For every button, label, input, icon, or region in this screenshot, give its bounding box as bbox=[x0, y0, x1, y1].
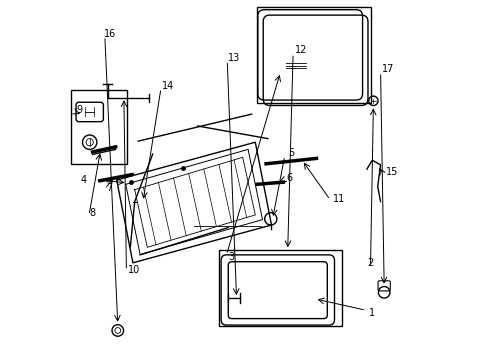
Text: 12: 12 bbox=[294, 45, 306, 55]
Text: 3: 3 bbox=[228, 252, 234, 262]
Text: 11: 11 bbox=[332, 194, 344, 204]
Bar bbox=[71, 90, 126, 164]
Text: 2: 2 bbox=[366, 258, 372, 268]
Bar bbox=[257, 7, 370, 103]
Text: 9: 9 bbox=[76, 105, 82, 115]
Text: 17: 17 bbox=[381, 64, 394, 74]
Text: 5: 5 bbox=[287, 148, 293, 158]
Text: 10: 10 bbox=[127, 265, 140, 275]
Text: 8: 8 bbox=[89, 208, 95, 218]
Text: 16: 16 bbox=[104, 29, 116, 39]
Text: 14: 14 bbox=[162, 81, 174, 91]
Text: 1: 1 bbox=[368, 308, 374, 318]
Text: 7: 7 bbox=[106, 183, 112, 193]
Text: 6: 6 bbox=[285, 173, 291, 183]
Text: 15: 15 bbox=[385, 167, 398, 177]
Text: 4: 4 bbox=[81, 175, 87, 185]
Text: 13: 13 bbox=[228, 53, 240, 63]
Bar bbox=[219, 250, 341, 326]
